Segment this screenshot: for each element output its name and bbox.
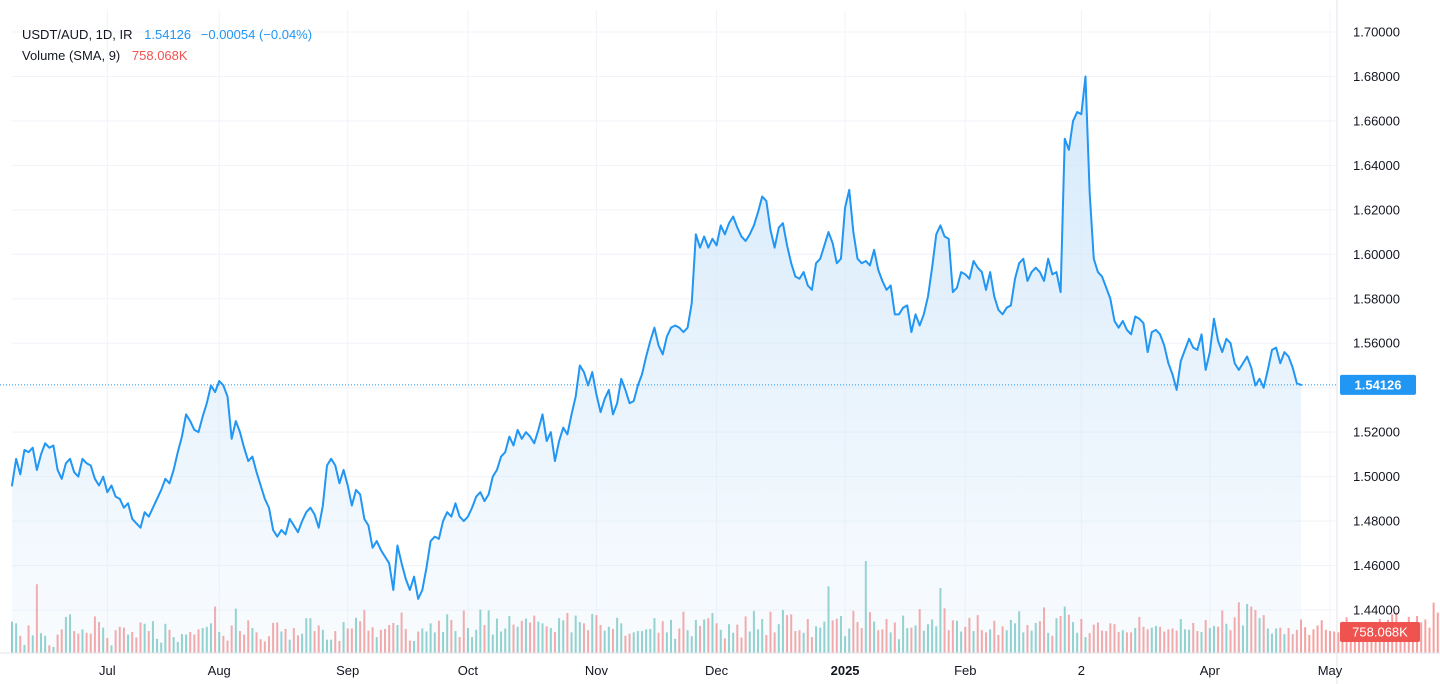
last-price-badge-text: 1.54126 (1355, 377, 1402, 392)
price-tick-label: 1.70000 (1353, 25, 1400, 40)
price-line[interactable] (11, 75, 1302, 600)
legend-price-row: USDT/AUD, 1D, IR 1.54126 −0.00054 (−0.04… (22, 24, 312, 45)
legend-volume-row: Volume (SMA, 9) 758.068K (22, 45, 312, 66)
price-area-fill (12, 76, 1301, 653)
volume-badge-text: 758.068K (1352, 625, 1408, 640)
volume-badge: 758.068K (1340, 622, 1420, 642)
volume-bar (1424, 619, 1427, 653)
legend-last-price: 1.54126 (144, 27, 192, 42)
price-tick-label: 1.56000 (1353, 336, 1400, 351)
price-tick-label: 1.58000 (1353, 291, 1400, 306)
time-tick-label: 2025 (831, 663, 860, 678)
time-tick-label: Nov (585, 663, 609, 678)
volume-bar (1329, 631, 1332, 653)
price-tick-label: 1.62000 (1353, 202, 1400, 217)
price-tick-label: 1.66000 (1353, 113, 1400, 128)
price-axis[interactable]: 1.70000 1.68000 1.66000 1.64000 1.62000 1.600… (1353, 25, 1400, 618)
volume-bar (1428, 627, 1431, 653)
volume-bar (1382, 631, 1385, 653)
chart-legend: USDT/AUD, 1D, IR 1.54126 −0.00054 (−0.04… (22, 24, 312, 66)
volume-bar (1320, 620, 1323, 653)
time-tick-label: Oct (458, 663, 479, 678)
volume-bar (1308, 634, 1311, 653)
volume-bar (1316, 625, 1319, 653)
volume-bar (1337, 632, 1340, 653)
time-tick-label: Dec (705, 663, 729, 678)
volume-bar (1324, 629, 1327, 653)
volume-bar (1436, 612, 1439, 653)
legend-change: −0.00054 (−0.04%) (200, 27, 313, 42)
time-tick-label: 2 (1078, 663, 1085, 678)
volume-bar (1420, 622, 1423, 653)
price-tick-label: 1.46000 (1353, 558, 1400, 573)
price-tick-label: 1.60000 (1353, 247, 1400, 262)
legend-symbol[interactable]: USDT/AUD, 1D, IR (22, 27, 133, 42)
price-tick-label: 1.64000 (1353, 158, 1400, 173)
volume-bar (1304, 627, 1307, 653)
price-tick-label: 1.52000 (1353, 425, 1400, 440)
volume-bar (1399, 633, 1402, 653)
volume-bar (1312, 629, 1315, 653)
legend-volume-label[interactable]: Volume (SMA, 9) (22, 48, 121, 63)
last-price-badge: 1.54126 (1340, 374, 1416, 395)
price-tick-label: 1.48000 (1353, 514, 1400, 529)
price-tick-label: 1.44000 (1353, 603, 1400, 618)
time-axis[interactable]: JulAugSepOctNovDec2025Feb2AprMayJun (99, 663, 1440, 678)
time-tick-label: Sep (336, 663, 359, 678)
last-price-badge-bg (1340, 374, 1416, 395)
time-tick-label: May (1318, 663, 1343, 678)
price-tick-label: 1.68000 (1353, 69, 1400, 84)
time-tick-label: Feb (954, 663, 976, 678)
volume-bar (1432, 602, 1435, 653)
price-tick-label: 1.50000 (1353, 469, 1400, 484)
time-tick-label: Apr (1200, 663, 1221, 678)
time-tick-label: Jul (99, 663, 116, 678)
volume-bar (1349, 631, 1352, 653)
volume-bar (1366, 631, 1369, 653)
time-tick-label: Aug (208, 663, 231, 678)
legend-volume-value: 758.068K (131, 48, 188, 63)
volume-bar (1333, 631, 1336, 653)
volume-badge-bg (1340, 622, 1420, 642)
